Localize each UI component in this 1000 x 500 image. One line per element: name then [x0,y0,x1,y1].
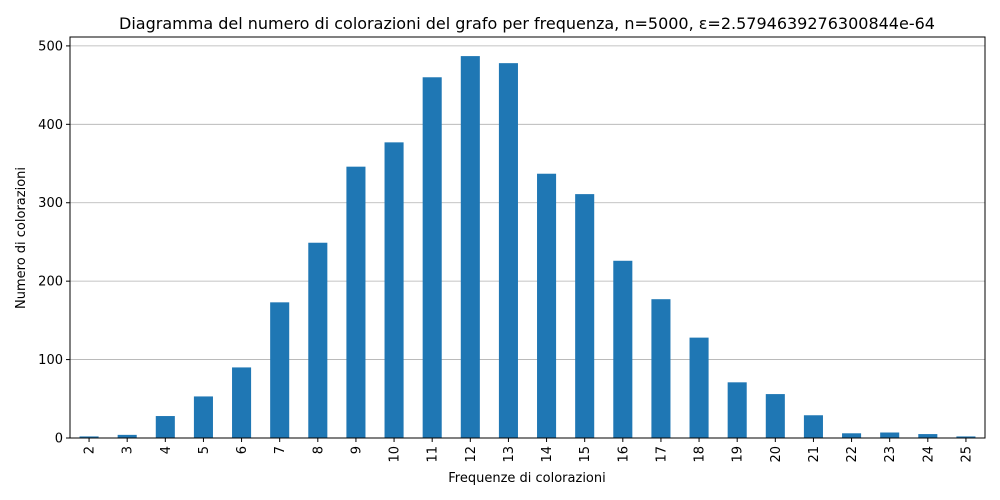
y-tick-label: 400 [38,118,63,133]
x-tick-label: 16 [616,446,631,463]
y-tick-label: 0 [55,432,63,447]
bar [575,194,595,438]
x-tick-label: 10 [388,446,403,463]
y-tick-label: 500 [38,39,63,54]
bar [232,367,252,438]
bar [117,434,137,438]
plot-frame [69,36,986,439]
x-tick-label: 9 [349,446,364,454]
bar [842,433,862,438]
bar [422,77,442,438]
x-tick-label: 3 [121,446,136,454]
x-tick-label: 25 [959,446,974,463]
bar [384,142,404,438]
x-axis-title: Frequenze di colorazioni [448,471,606,486]
x-tick-label: 22 [845,446,860,463]
x-tick-label: 7 [273,446,288,454]
x-tick-label: 12 [464,446,479,463]
x-tick-label: 4 [159,446,174,454]
bar [537,173,557,438]
y-axis-title: Numero di colorazioni [14,167,29,309]
bar [689,337,709,438]
bar [880,432,900,438]
x-axis-ticks: 2 3 4 5 6 7 8 9 10 11 12 13 14 15 16 17 18 19 20 21 22 23 24 25 [83,438,974,463]
x-tick-label: 11 [426,446,441,463]
x-tick-label: 17 [654,446,669,463]
x-tick-label: 15 [578,446,593,463]
bar [498,63,518,439]
bar [193,396,213,438]
x-tick-label: 8 [311,446,326,454]
y-axis-ticks: 0 100 200 300 400 500 [38,39,70,447]
bars [79,56,976,439]
bar [956,436,976,438]
x-tick-label: 2 [83,446,98,454]
bar [727,382,747,438]
y-tick-label: 300 [38,196,63,211]
bar [308,242,328,438]
x-tick-label: 19 [731,446,746,463]
x-tick-label: 6 [235,446,250,454]
bar [155,416,175,438]
x-tick-label: 14 [540,446,555,463]
y-tick-label: 100 [38,353,63,368]
x-tick-label: 23 [883,446,898,463]
bar [613,260,633,438]
x-tick-label: 20 [769,446,784,463]
bar [460,56,480,438]
bar [651,299,671,438]
x-tick-label: 24 [921,446,936,463]
bar [803,415,823,438]
bar [270,302,290,438]
bar [918,434,938,438]
bar [346,166,366,439]
chart-title: Diagramma del numero di colorazioni del … [119,14,935,33]
x-tick-label: 18 [693,446,708,463]
bar [79,436,99,438]
y-tick-label: 200 [38,275,63,290]
x-tick-label: 5 [197,446,212,454]
bar [765,394,785,438]
x-tick-label: 13 [502,446,517,463]
x-tick-label: 21 [807,446,822,463]
